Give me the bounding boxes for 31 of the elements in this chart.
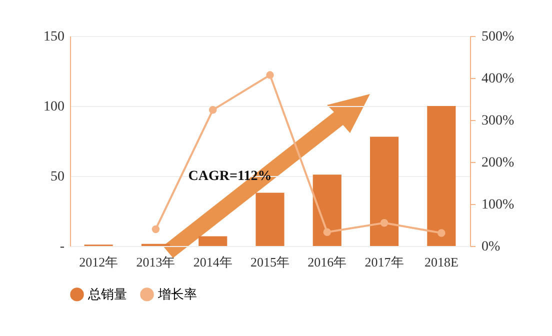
legend-label: 增长率 (157, 286, 197, 302)
point (438, 229, 446, 237)
y2-tick-label: 100% (482, 198, 514, 212)
y2-tick-label: 200% (482, 156, 514, 170)
bar (427, 106, 456, 246)
x-tick-label: 2016年 (308, 254, 347, 270)
y2-tick-label: 400% (482, 72, 514, 86)
x-tick-label: 2013年 (136, 254, 176, 270)
x-tick-label: 2018E (424, 254, 458, 270)
x-tick-label: 2015年 (250, 254, 290, 270)
y2-tick-label: 0% (482, 240, 500, 254)
y-tick-label: 50 (50, 170, 64, 184)
point (323, 228, 332, 236)
legend-label: 总销量 (87, 286, 127, 302)
x-tick-label: 2017年 (364, 254, 404, 270)
x-tick-label: 2012年 (79, 254, 118, 270)
point (266, 71, 274, 79)
annotation: CAGR=112% (188, 169, 272, 184)
bar (198, 236, 228, 246)
y2-tick-label: 300% (482, 114, 514, 128)
bar (312, 174, 342, 246)
y-tick-label: 150 (44, 30, 64, 44)
y-tick-label: - (60, 240, 65, 254)
y-tick-label: 100 (44, 100, 64, 114)
y2-tick-label: 500% (482, 30, 514, 44)
point (380, 219, 388, 227)
bar (370, 136, 399, 246)
x-tick-label: 2014年 (193, 254, 232, 270)
bar (256, 192, 284, 246)
point (152, 225, 160, 234)
point (208, 106, 217, 114)
